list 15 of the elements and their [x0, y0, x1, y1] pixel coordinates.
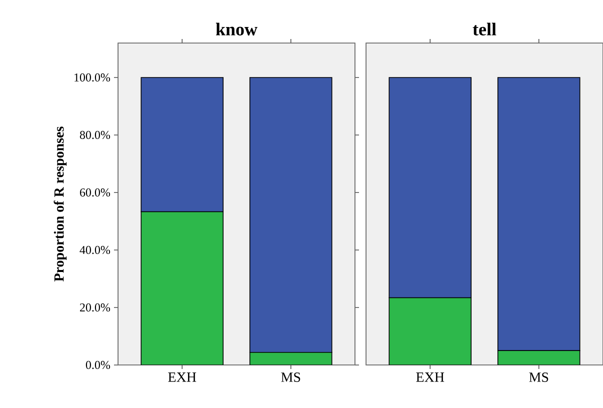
x-tick-label: MS — [529, 372, 548, 382]
y-tick-label: 0.0% — [86, 360, 110, 370]
bar — [249, 352, 332, 365]
y-tick-label: 40.0% — [80, 246, 110, 254]
x-tick-label: EXH — [416, 372, 444, 382]
y-tick-label: 80.0% — [80, 130, 110, 140]
y-axis-title: Proportion of R responses — [54, 126, 67, 282]
y-tick-label: 20.0% — [80, 303, 110, 312]
chart-title: tell — [472, 22, 496, 36]
y-tick-label: 100.0% — [74, 73, 110, 82]
y-tick-label: 60.0% — [80, 188, 110, 197]
chart-title: know — [216, 22, 258, 36]
x-tick-label: MS — [281, 372, 300, 382]
bar — [140, 211, 224, 365]
x-tick-label: EXH — [168, 372, 196, 382]
